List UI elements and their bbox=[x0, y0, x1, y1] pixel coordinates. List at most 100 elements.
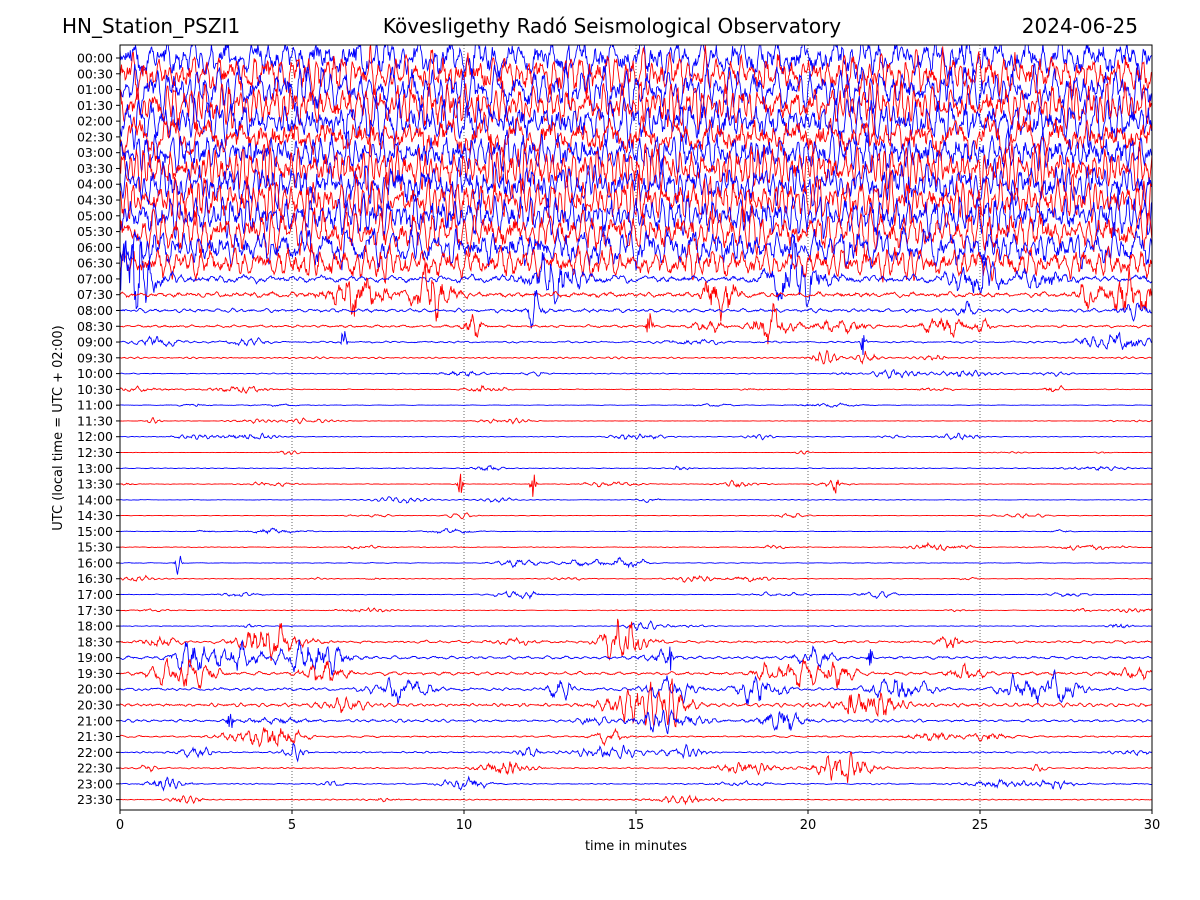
x-tick-label: 30 bbox=[1144, 818, 1161, 833]
trace-0730 bbox=[120, 262, 1152, 322]
y-tick-label: 11:30 bbox=[77, 413, 113, 428]
trace-1600 bbox=[120, 555, 1152, 575]
y-tick-label: 19:00 bbox=[77, 650, 113, 665]
trace-1800 bbox=[120, 620, 1152, 631]
y-tick-label: 20:00 bbox=[77, 682, 113, 697]
trace-1630 bbox=[120, 574, 1152, 583]
trace-1000 bbox=[120, 369, 1152, 380]
y-tick-label: 08:30 bbox=[77, 319, 113, 334]
y-tick-label: 15:30 bbox=[77, 540, 113, 555]
x-axis-ticks: 0 5 10 15 20 25 30 bbox=[116, 810, 1160, 833]
y-tick-label: 23:00 bbox=[77, 776, 113, 791]
y-tick-label: 07:00 bbox=[77, 271, 113, 286]
y-tick-label: 06:30 bbox=[77, 256, 113, 271]
trace-2330 bbox=[120, 794, 1152, 806]
trace-0230 bbox=[120, 111, 1152, 163]
y-tick-label: 01:30 bbox=[77, 98, 113, 113]
y-tick-label: 16:00 bbox=[77, 555, 113, 570]
y-tick-label: 05:30 bbox=[77, 224, 113, 239]
y-tick-label: 14:00 bbox=[77, 492, 113, 507]
y-tick-label: 00:30 bbox=[77, 66, 113, 81]
trace-0530 bbox=[120, 203, 1152, 263]
y-tick-label: 20:30 bbox=[77, 697, 113, 712]
trace-2300 bbox=[120, 775, 1152, 792]
y-tick-label: 15:00 bbox=[77, 524, 113, 539]
y-tick-label: 19:30 bbox=[77, 666, 113, 681]
trace-2030 bbox=[120, 678, 1152, 728]
trace-1330 bbox=[120, 473, 1152, 497]
seismogram-traces bbox=[120, 45, 1152, 806]
trace-1900 bbox=[120, 639, 1152, 676]
y-tick-label: 10:30 bbox=[77, 382, 113, 397]
y-tick-label: 04:30 bbox=[77, 193, 113, 208]
trace-1730 bbox=[120, 606, 1152, 614]
y-tick-label: 11:00 bbox=[77, 398, 113, 413]
y-tick-label: 22:00 bbox=[77, 745, 113, 760]
trace-1100 bbox=[120, 402, 1152, 408]
y-axis-ticks: 00:0000:3001:0001:3002:0002:3003:0003:30… bbox=[77, 51, 120, 807]
y-tick-label: 04:00 bbox=[77, 177, 113, 192]
trace-1400 bbox=[120, 496, 1152, 504]
station-name: HN_Station_PSZI1 bbox=[62, 14, 241, 38]
y-tick-label: 16:30 bbox=[77, 571, 113, 586]
y-tick-label: 03:30 bbox=[77, 161, 113, 176]
trace-0430 bbox=[120, 170, 1152, 226]
trace-1200 bbox=[120, 432, 1152, 441]
x-tick-label: 15 bbox=[628, 818, 645, 833]
trace-2200 bbox=[120, 742, 1152, 763]
x-axis-label: time in minutes bbox=[585, 839, 687, 854]
y-tick-label: 21:00 bbox=[77, 713, 113, 728]
trace-1230 bbox=[120, 450, 1152, 455]
trace-2130 bbox=[120, 727, 1152, 748]
trace-0500 bbox=[120, 189, 1152, 241]
trace-0600 bbox=[120, 221, 1152, 271]
trace-1500 bbox=[120, 527, 1152, 535]
y-tick-label: 00:00 bbox=[77, 51, 113, 66]
trace-0630 bbox=[120, 243, 1152, 285]
trace-0800 bbox=[120, 290, 1152, 329]
x-tick-label: 0 bbox=[116, 818, 124, 833]
trace-0100 bbox=[120, 62, 1152, 121]
x-tick-label: 25 bbox=[972, 818, 989, 833]
trace-1030 bbox=[120, 384, 1152, 394]
y-tick-label: 09:00 bbox=[77, 335, 113, 350]
y-tick-label: 12:00 bbox=[77, 429, 113, 444]
trace-1830 bbox=[120, 618, 1152, 662]
x-tick-label: 20 bbox=[800, 818, 817, 833]
trace-0930 bbox=[120, 349, 1152, 365]
y-tick-label: 21:30 bbox=[77, 729, 113, 744]
y-tick-label: 10:00 bbox=[77, 366, 113, 381]
y-tick-label: 02:00 bbox=[77, 114, 113, 129]
y-tick-label: 18:30 bbox=[77, 634, 113, 649]
x-tick-label: 10 bbox=[456, 818, 473, 833]
y-tick-label: 17:30 bbox=[77, 603, 113, 618]
y-tick-label: 09:30 bbox=[77, 350, 113, 365]
y-tick-label: 06:00 bbox=[77, 240, 113, 255]
y-tick-label: 08:00 bbox=[77, 303, 113, 318]
trace-1130 bbox=[120, 417, 1152, 425]
trace-0900 bbox=[120, 331, 1152, 356]
x-tick-label: 5 bbox=[288, 818, 296, 833]
trace-0830 bbox=[120, 302, 1152, 345]
trace-1700 bbox=[120, 590, 1152, 600]
y-tick-label: 14:30 bbox=[77, 508, 113, 523]
y-tick-label: 05:00 bbox=[77, 208, 113, 223]
chart-date: 2024-06-25 bbox=[1021, 14, 1138, 38]
y-tick-label: 22:30 bbox=[77, 761, 113, 776]
trace-0700 bbox=[120, 236, 1152, 310]
trace-0330 bbox=[120, 139, 1152, 196]
trace-2230 bbox=[120, 751, 1152, 783]
y-tick-label: 03:00 bbox=[77, 145, 113, 160]
trace-1530 bbox=[120, 541, 1152, 552]
y-tick-label: 18:00 bbox=[77, 619, 113, 634]
y-axis-label: UTC (local time = UTC + 02:00) bbox=[51, 325, 66, 530]
trace-2000 bbox=[120, 668, 1152, 705]
y-tick-label: 01:00 bbox=[77, 82, 113, 97]
chart-title: Kövesligethy Radó Seismological Observat… bbox=[382, 14, 842, 38]
y-tick-label: 02:30 bbox=[77, 129, 113, 144]
trace-1300 bbox=[120, 464, 1152, 472]
trace-1430 bbox=[120, 512, 1152, 520]
y-tick-label: 12:30 bbox=[77, 445, 113, 460]
y-tick-label: 07:30 bbox=[77, 287, 113, 302]
